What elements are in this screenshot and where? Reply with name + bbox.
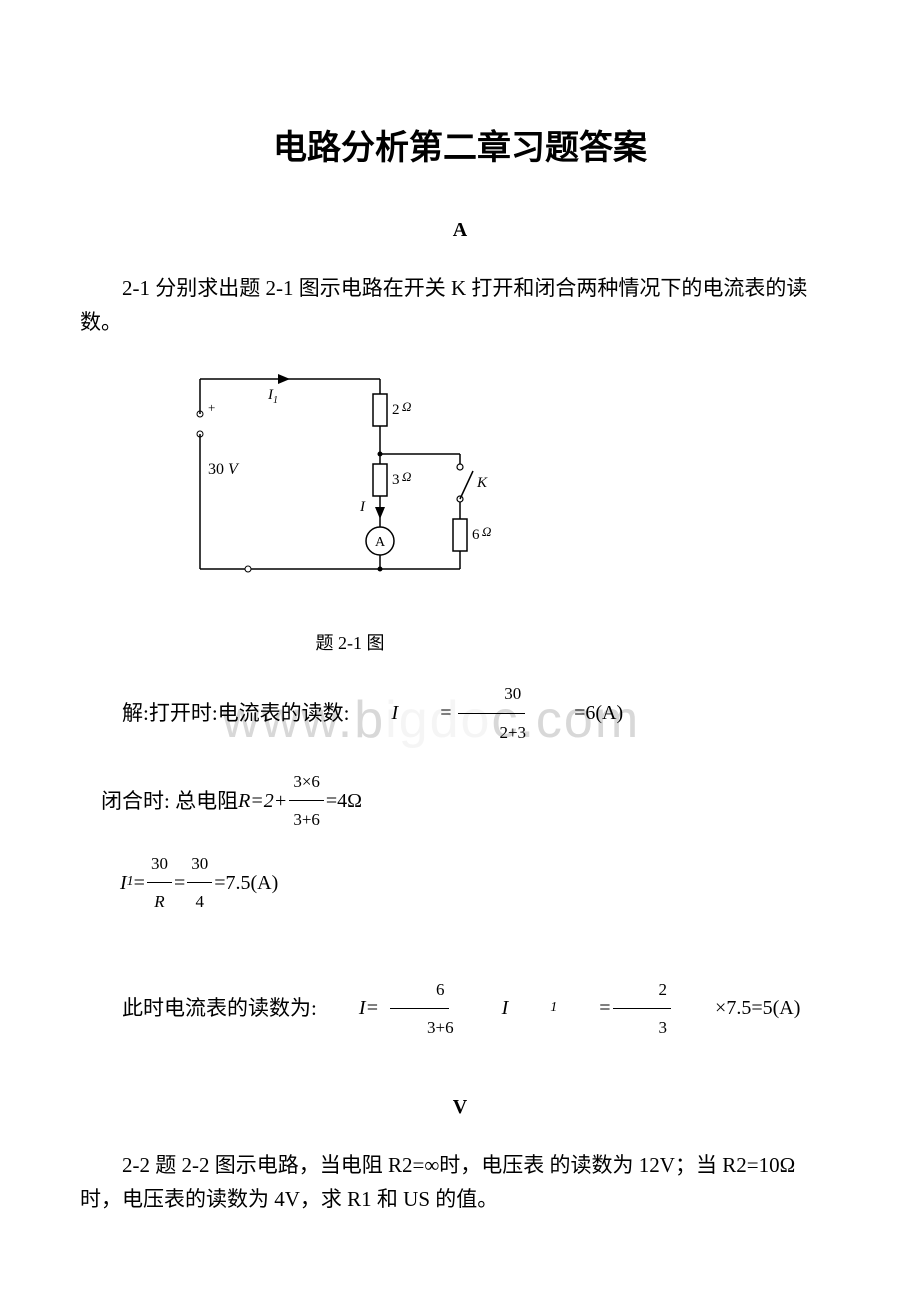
- section-label-v: V: [80, 1096, 840, 1119]
- circuit-caption: 题 2-1 图: [180, 629, 520, 655]
- problem-2-2-text: 2-2 题 2-2 图示电路，当电阻 R2=∞时，电压表 的读数为 12V；当 …: [80, 1149, 840, 1216]
- solution-line-3: I1= 30R = 304 =7.5(A): [80, 845, 840, 921]
- svg-text:3: 3: [392, 472, 400, 488]
- svg-text:I1: I1: [267, 387, 278, 406]
- svg-text:Ω: Ω: [402, 399, 411, 414]
- svg-text:+: +: [208, 400, 215, 415]
- solution-line-1: www.bigdoc.com 解:打开时:电流表的读数: I= 302+3 =6…: [80, 675, 840, 751]
- section-label-a: A: [80, 219, 840, 242]
- problem-2-1-text: 2-1 分别求出题 2-1 图示电路在开关 K 打开和闭合两种情况下的电流表的读…: [80, 272, 840, 339]
- svg-text:Ω: Ω: [402, 469, 411, 484]
- solution-line-4: 此时电流表的读数为: I= 63+6 I1= 23 ×7.5=5(A): [80, 971, 840, 1047]
- svg-text:6: 6: [472, 527, 480, 543]
- svg-text:K: K: [476, 475, 488, 491]
- voltage-label: 30 V: [208, 461, 240, 478]
- circuit-diagram: + 30 V I1 2 Ω 3 Ω I A: [180, 359, 520, 619]
- document-title: 电路分析第二章习题答案: [80, 120, 840, 169]
- solution-line-2: 闭合时: 总电阻 R=2+ 3×63+6 =4Ω: [101, 763, 840, 839]
- svg-text:A: A: [375, 535, 386, 550]
- svg-text:Ω: Ω: [482, 524, 491, 539]
- svg-text:2: 2: [392, 402, 400, 418]
- svg-text:I: I: [359, 499, 366, 515]
